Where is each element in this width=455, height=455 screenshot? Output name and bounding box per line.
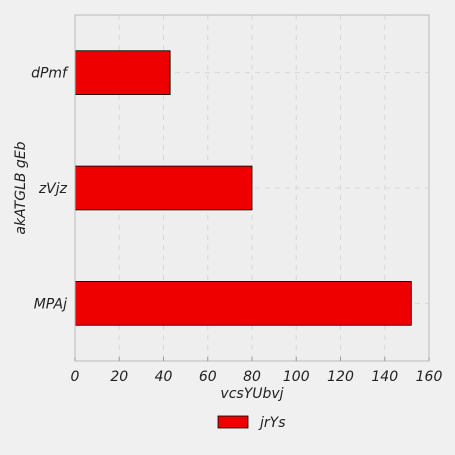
bar-zVjz — [74, 165, 253, 211]
x-tick-label: 40 — [155, 369, 173, 385]
y-tick-label: dPmf — [31, 66, 69, 82]
x-tick-label: 120 — [327, 369, 354, 385]
legend-swatch — [217, 415, 249, 429]
y-tick-label: MPAj — [34, 296, 67, 312]
x-ticks: 0 20 40 60 80 100 120 140 160 — [71, 357, 443, 385]
x-tick-label: 160 — [416, 369, 443, 385]
y-tick-label: zVjz — [38, 181, 68, 197]
y-ticks: MPAj zVjz dPmf — [31, 66, 69, 313]
bars — [74, 50, 412, 326]
bar-dPmf — [74, 50, 171, 95]
y-axis-title: akATGLB gEb — [13, 141, 29, 234]
legend: jrYs — [217, 415, 286, 431]
x-tick-label: 0 — [71, 369, 80, 385]
x-tick-label: 20 — [110, 369, 128, 385]
x-tick-label: 80 — [243, 369, 261, 385]
x-tick-label: 140 — [371, 369, 398, 385]
x-tick-label: 60 — [199, 369, 217, 385]
x-tick-label: 100 — [283, 369, 310, 385]
legend-label: jrYs — [258, 415, 286, 431]
x-axis-title: vcsYUbvj — [220, 386, 283, 402]
bar-MPAj — [74, 281, 412, 326]
